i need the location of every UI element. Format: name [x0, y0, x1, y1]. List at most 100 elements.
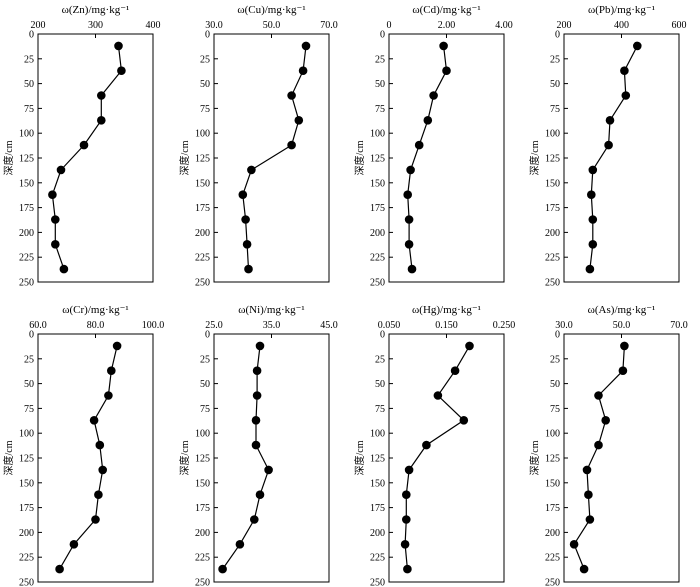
data-point: [89, 416, 99, 425]
data-point: [620, 66, 629, 75]
data-point: [114, 41, 123, 51]
y-tick-label: 125: [545, 454, 560, 465]
data-point: [91, 515, 100, 524]
data-point: [241, 215, 250, 224]
y-tick-label: 225: [545, 253, 560, 264]
y-tick-label: 225: [19, 553, 34, 564]
chart-panel-6: ω(Ni)/mg·kg⁻¹ 25.0 35.0 45.0 0 25 50 75 100 125 15…: [178, 304, 338, 587]
y-tick-label: 100: [19, 429, 34, 440]
y-tick-label: 0: [205, 330, 210, 341]
y-axis-label: 深度/cm: [528, 440, 541, 475]
data-point: [94, 490, 103, 500]
y-tick-label: 125: [545, 154, 560, 165]
data-point: [251, 416, 261, 425]
data-point: [104, 391, 113, 400]
y-tick-label: 250: [370, 578, 385, 587]
data-point: [588, 240, 598, 249]
data-point: [107, 366, 116, 376]
data-point: [422, 440, 431, 450]
x-tick-label: 45.0: [320, 320, 338, 331]
y-axis-label: 深度/cm: [353, 440, 366, 475]
data-point: [402, 515, 411, 524]
y-tick-label: 200: [545, 228, 560, 239]
data-point: [588, 165, 598, 175]
chart-title: ω(Zn)/mg·kg⁻¹: [62, 4, 130, 16]
data-point: [255, 490, 265, 500]
data-point: [59, 264, 69, 274]
chart-title: ω(Cr)/mg·kg⁻¹: [62, 304, 128, 316]
chart-title: ω(Cu)/mg·kg⁻¹: [237, 4, 305, 16]
y-tick-label: 200: [545, 528, 560, 539]
y-tick-label: 25: [24, 354, 34, 365]
y-tick-label: 200: [19, 228, 34, 239]
y-tick-label: 125: [19, 454, 34, 465]
x-tick-label: 4.00: [495, 20, 513, 31]
chart-title: ω(Cd)/mg·kg⁻¹: [412, 4, 480, 16]
data-point: [584, 490, 593, 500]
data-point: [423, 116, 433, 125]
data-point: [403, 190, 413, 199]
data-point: [55, 564, 64, 574]
y-tick-label: 250: [195, 578, 210, 587]
x-tick-label: 300: [88, 20, 103, 31]
series-line: [59, 345, 118, 570]
y-tick-label: 50: [375, 379, 385, 390]
plot-frame: [37, 333, 154, 583]
x-tick-label: 0.050: [378, 320, 401, 331]
y-tick-label: 225: [370, 553, 385, 564]
data-point: [112, 341, 122, 351]
y-tick-label: 225: [545, 553, 560, 564]
data-point: [51, 240, 60, 249]
x-tick-label: 2.00: [438, 20, 456, 31]
y-tick-label: 125: [370, 154, 385, 165]
y-tick-label: 250: [19, 278, 34, 289]
y-tick-label: 250: [370, 278, 385, 289]
series-line: [589, 45, 638, 270]
y-tick-label: 0: [380, 330, 385, 341]
data-point: [618, 366, 628, 376]
y-tick-label: 225: [19, 253, 34, 264]
chart-panel-1: ω(Zn)/mg·kg⁻¹ 200 300 400 0 25 50 75 100 125 150 17…: [2, 4, 161, 289]
y-axis-label: 深度/cm: [2, 440, 15, 475]
y-tick-label: 125: [195, 154, 210, 165]
y-tick-label: 75: [24, 104, 34, 115]
data-point: [605, 116, 615, 125]
y-tick-label: 75: [200, 404, 210, 415]
y-tick-label: 100: [370, 429, 385, 440]
data-point: [51, 215, 60, 224]
y-tick-label: 0: [29, 30, 34, 41]
y-tick-label: 75: [24, 404, 34, 415]
data-point: [604, 140, 613, 150]
plot-frame: [213, 333, 330, 583]
data-point: [459, 416, 469, 425]
y-tick-label: 100: [19, 129, 34, 140]
data-point: [429, 91, 438, 100]
x-tick-label: 100.0: [142, 320, 165, 331]
y-axis-label: 深度/cm: [353, 140, 366, 175]
y-tick-label: 150: [195, 178, 210, 189]
x-tick-label: 70.0: [670, 320, 688, 331]
data-point: [414, 140, 424, 150]
data-point: [601, 416, 610, 425]
series-line: [404, 345, 471, 570]
y-tick-label: 0: [555, 330, 560, 341]
x-tick-label: 0.250: [493, 320, 516, 331]
y-tick-label: 200: [195, 228, 210, 239]
y-tick-label: 0: [29, 330, 34, 341]
data-point: [287, 91, 296, 100]
data-point: [301, 41, 311, 51]
data-point: [298, 66, 308, 75]
chart-title: ω(Ni)/mg·kg⁻¹: [238, 304, 304, 316]
y-tick-label: 25: [375, 54, 385, 65]
y-tick-label: 75: [375, 104, 385, 115]
data-point: [621, 91, 631, 100]
data-point: [442, 66, 451, 75]
data-point: [48, 190, 57, 199]
data-point: [95, 440, 105, 450]
y-tick-label: 50: [200, 79, 210, 90]
data-point: [594, 391, 603, 400]
data-point: [98, 465, 107, 475]
y-tick-label: 200: [19, 528, 34, 539]
chart-title: ω(Pb)/mg·kg⁻¹: [588, 4, 655, 16]
data-point: [585, 264, 595, 274]
